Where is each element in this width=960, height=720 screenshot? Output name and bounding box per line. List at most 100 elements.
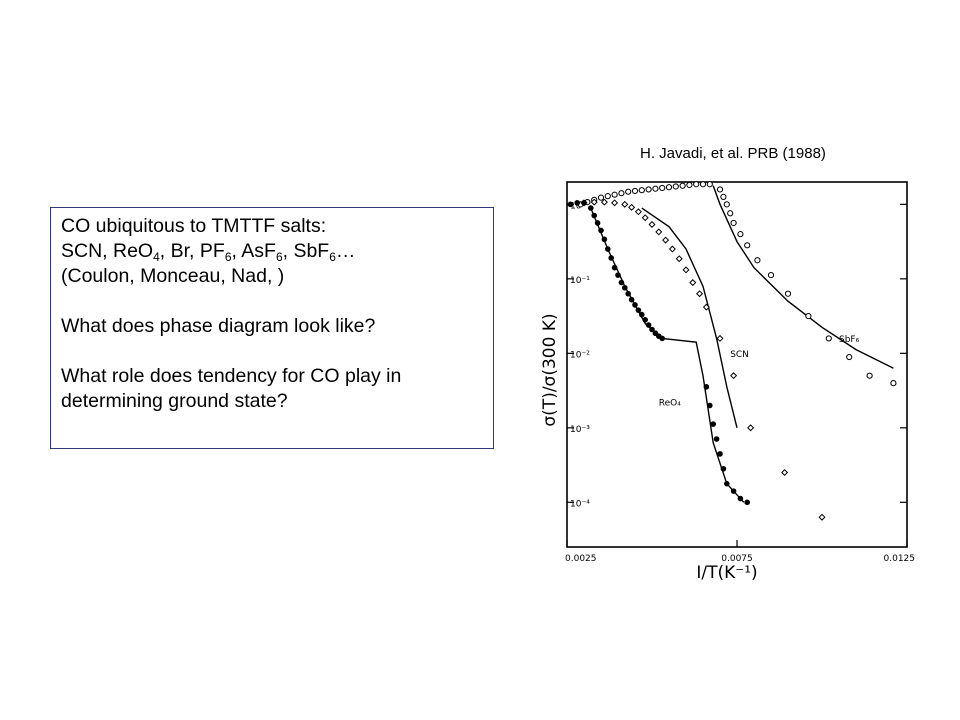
data-point bbox=[628, 296, 635, 303]
data-point bbox=[805, 312, 812, 320]
data-point bbox=[747, 424, 755, 432]
data-point bbox=[682, 266, 690, 274]
data-point bbox=[724, 480, 730, 487]
data-point bbox=[713, 436, 720, 442]
data-point bbox=[590, 198, 598, 206]
data-point bbox=[825, 335, 832, 342]
data-point bbox=[716, 334, 724, 342]
data-point bbox=[605, 246, 611, 252]
data-point bbox=[818, 513, 826, 521]
text-line-4: What does phase diagram look like? bbox=[61, 315, 376, 337]
x-tick-label: 0.0025 bbox=[565, 554, 597, 564]
subscript: 6 bbox=[275, 250, 283, 264]
data-point bbox=[767, 272, 775, 279]
data-point bbox=[594, 220, 601, 226]
text-segment: … bbox=[335, 240, 356, 262]
fit-curve bbox=[641, 207, 738, 428]
data-point bbox=[621, 200, 629, 208]
data-point bbox=[866, 372, 873, 379]
data-point bbox=[597, 194, 605, 201]
data-point bbox=[720, 193, 727, 200]
text-line-3: (Coulon, Monceau, Nad, ) bbox=[61, 265, 285, 287]
data-point bbox=[649, 326, 655, 333]
text-line-2: SCN, ReO4, Br, PF6, AsF6, SbF6… bbox=[61, 239, 483, 264]
data-point bbox=[598, 227, 604, 234]
data-point bbox=[634, 208, 642, 216]
data-point bbox=[703, 384, 710, 390]
data-point bbox=[890, 380, 897, 387]
data-point bbox=[591, 212, 597, 219]
data-point bbox=[710, 421, 716, 427]
data-point bbox=[645, 322, 652, 328]
data-point bbox=[588, 205, 594, 211]
y-tick-label: 10⁻² bbox=[570, 350, 590, 360]
data-point bbox=[744, 242, 751, 249]
data-point bbox=[720, 465, 727, 472]
data-point bbox=[723, 201, 730, 208]
text-segment: , AsF bbox=[231, 240, 276, 262]
data-point bbox=[628, 203, 636, 211]
data-point bbox=[689, 279, 697, 287]
series-label: SCN bbox=[730, 350, 749, 360]
data-point bbox=[604, 193, 611, 200]
data-point bbox=[632, 302, 638, 308]
data-point bbox=[672, 183, 679, 190]
data-point bbox=[618, 279, 625, 286]
x-tick-label: 0.0075 bbox=[721, 554, 753, 564]
data-point bbox=[716, 186, 724, 193]
text-segment: , Br, PF bbox=[159, 240, 225, 262]
conductivity-chart: σ(T)/σ(300 K) I/T(K⁻¹) 10⁰ 10⁻¹ 10⁻² 10⁻³ 10… bbox=[540, 181, 915, 583]
text-line-5: What role does tendency for CO play in bbox=[61, 365, 402, 387]
x-axis-label: I/T(K⁻¹) bbox=[696, 563, 757, 583]
data-point bbox=[699, 181, 707, 188]
data-point bbox=[581, 200, 587, 206]
data-point bbox=[686, 181, 693, 189]
data-point bbox=[615, 272, 621, 278]
data-point bbox=[846, 353, 853, 361]
data-point bbox=[611, 199, 619, 207]
data-point bbox=[601, 236, 608, 243]
data-point bbox=[693, 181, 700, 188]
plot-frame bbox=[566, 181, 908, 548]
data-point bbox=[707, 402, 713, 409]
text-box: CO ubiquitous to TMTTF salts: SCN, ReO4,… bbox=[50, 207, 494, 449]
y-tick-label: 10⁻¹ bbox=[570, 276, 590, 286]
data-point bbox=[659, 335, 665, 342]
data-point bbox=[659, 184, 666, 192]
data-point bbox=[631, 187, 639, 195]
data-point bbox=[727, 210, 734, 217]
y-tick-label: 10⁻³ bbox=[570, 425, 590, 435]
data-point bbox=[784, 290, 792, 297]
data-point bbox=[645, 186, 652, 193]
data-point bbox=[567, 201, 574, 208]
data-point bbox=[635, 307, 642, 313]
data-point bbox=[641, 214, 649, 222]
text-line-1: CO ubiquitous to TMTTF salts: bbox=[61, 215, 327, 237]
data-point bbox=[675, 255, 683, 263]
data-point bbox=[754, 257, 761, 264]
data-point bbox=[744, 499, 750, 506]
text-line-6: determining ground state? bbox=[61, 390, 288, 412]
y-axis-label: σ(T)/σ(300 K) bbox=[540, 313, 560, 426]
data-point bbox=[638, 187, 645, 194]
data-point bbox=[679, 182, 686, 189]
data-point bbox=[668, 245, 676, 253]
data-point bbox=[737, 231, 744, 238]
subscript: 6 bbox=[224, 250, 232, 264]
data-point bbox=[611, 264, 618, 271]
data-point bbox=[625, 188, 632, 195]
y-tick-label: 10⁰ bbox=[570, 201, 585, 211]
subscript: 6 bbox=[329, 250, 336, 264]
data-point bbox=[730, 372, 738, 380]
series-label: SbF₆ bbox=[839, 335, 860, 345]
text-segment: SCN, ReO bbox=[61, 240, 154, 262]
data-point bbox=[625, 290, 631, 297]
data-point bbox=[781, 469, 789, 477]
data-point bbox=[696, 290, 704, 298]
data-point bbox=[574, 200, 580, 206]
data-point bbox=[717, 451, 723, 457]
series-label: ReO₄ bbox=[659, 398, 681, 408]
data-point bbox=[737, 495, 744, 502]
data-point bbox=[622, 284, 628, 291]
data-point bbox=[655, 228, 663, 236]
